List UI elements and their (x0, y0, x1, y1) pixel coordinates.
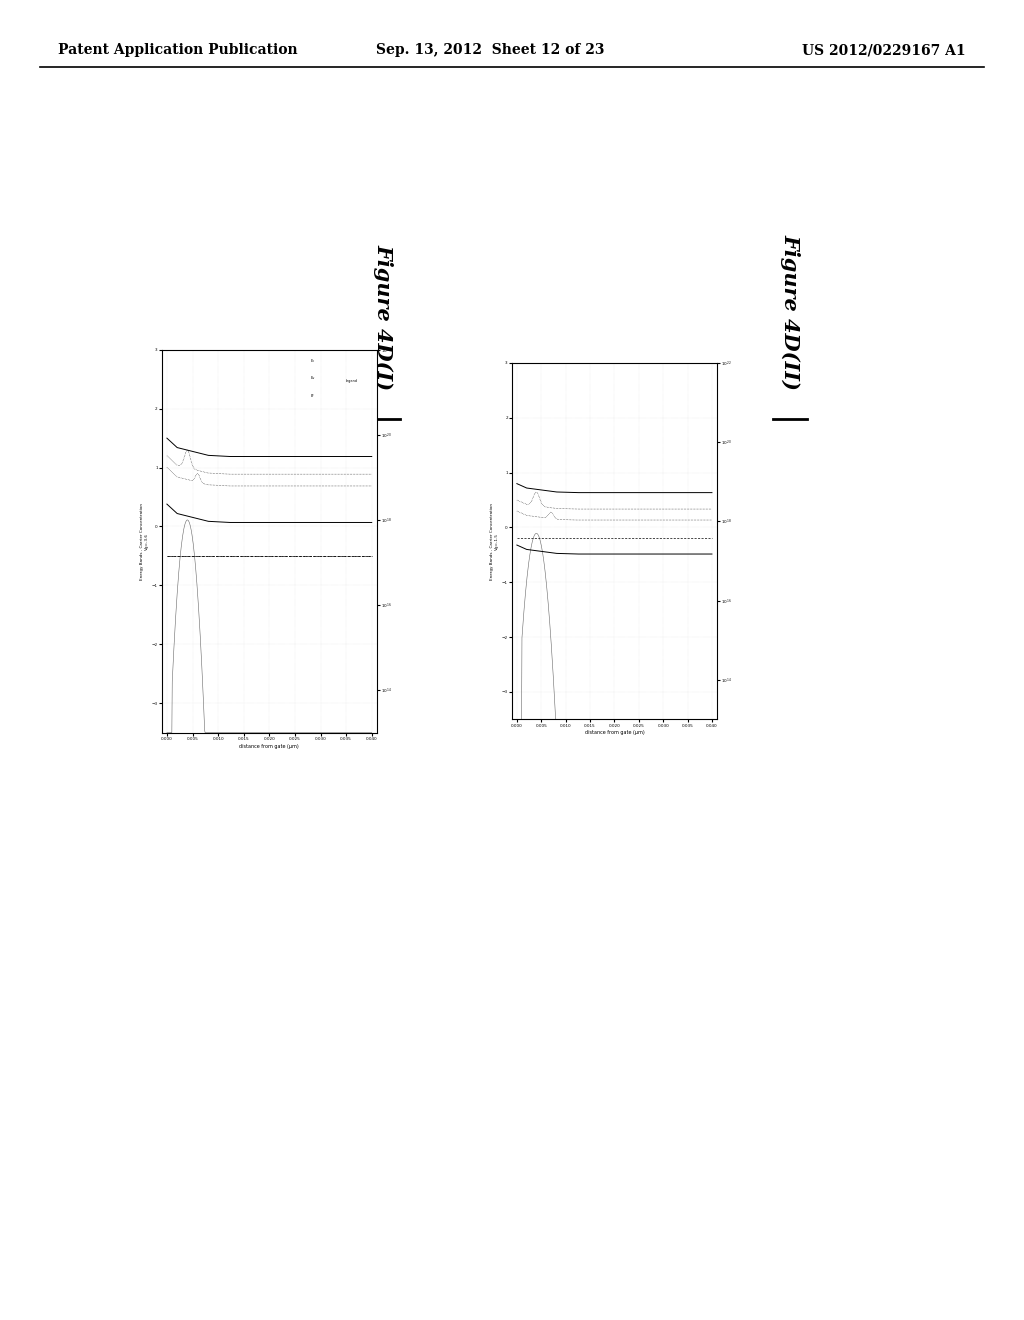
X-axis label: distance from gate (μm): distance from gate (μm) (585, 730, 644, 735)
Text: Figure 4D(II): Figure 4D(II) (780, 234, 800, 389)
Text: Sep. 13, 2012  Sheet 12 of 23: Sep. 13, 2012 Sheet 12 of 23 (376, 44, 604, 57)
Text: Ec: Ec (310, 359, 314, 363)
Text: legend: legend (346, 379, 358, 383)
Text: Figure 4D(I): Figure 4D(I) (373, 244, 393, 389)
X-axis label: distance from gate (μm): distance from gate (μm) (240, 743, 299, 748)
Text: Ef: Ef (310, 393, 313, 397)
Text: Patent Application Publication: Patent Application Publication (58, 44, 298, 57)
Text: Ev: Ev (310, 376, 314, 380)
Y-axis label: Energy Bands - Carrier Concentration
Vg=-1.5: Energy Bands - Carrier Concentration Vg=… (490, 503, 499, 579)
Y-axis label: Energy Bands - Carrier Concentration
Vg=-3.6: Energy Bands - Carrier Concentration Vg=… (140, 503, 148, 579)
Text: US 2012/0229167 A1: US 2012/0229167 A1 (803, 44, 966, 57)
